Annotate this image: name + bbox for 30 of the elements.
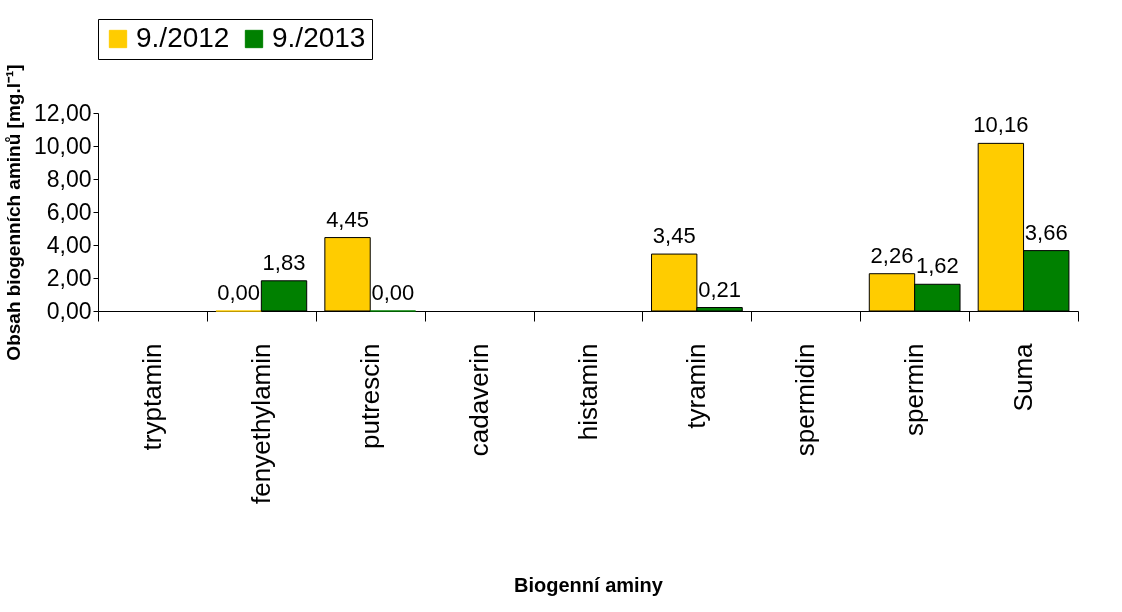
legend-label: 9./2013	[272, 22, 366, 53]
x-axis-title: Biogenní aminy	[514, 573, 664, 596]
data-label: 2,26	[870, 242, 914, 268]
x-tick-label: tryptamin	[136, 343, 167, 451]
y-tick-label: 4,00	[46, 231, 92, 258]
x-tick-label: cadaverin	[463, 343, 494, 457]
data-label: 0,21	[698, 276, 741, 302]
x-tick-label: putrescin	[354, 343, 385, 449]
legend-label: 9./2012	[136, 22, 230, 53]
x-tick-label: histamin	[572, 343, 603, 441]
y-tick-label: 6,00	[46, 198, 92, 225]
x-tick-label: tyramin	[681, 343, 712, 429]
x-tick-label: fenyethylamin	[245, 343, 276, 504]
y-tick-label: 10,00	[33, 132, 92, 159]
y-tick-label: 8,00	[46, 165, 92, 192]
data-label: 1,83	[262, 249, 306, 275]
data-label: 1,62	[915, 253, 959, 279]
x-tick-label: Suma	[1008, 342, 1039, 412]
x-tick-label: spermidin	[790, 343, 821, 457]
y-tick-label: 2,00	[46, 264, 92, 291]
data-label: 0,00	[371, 280, 415, 305]
y-axis-title: Obsah biogenních aminů [mg.l⁻¹]	[2, 64, 24, 361]
y-tick-label: 0,00	[46, 297, 92, 324]
data-label: 10,16	[973, 112, 1029, 138]
x-tick-label: spermin	[899, 343, 930, 436]
y-tick-label: 12,00	[33, 99, 92, 126]
data-label: 0,00	[217, 280, 261, 305]
data-label: 3,66	[1024, 219, 1068, 245]
data-label: 4,45	[326, 206, 369, 232]
data-label: 3,45	[652, 223, 696, 249]
